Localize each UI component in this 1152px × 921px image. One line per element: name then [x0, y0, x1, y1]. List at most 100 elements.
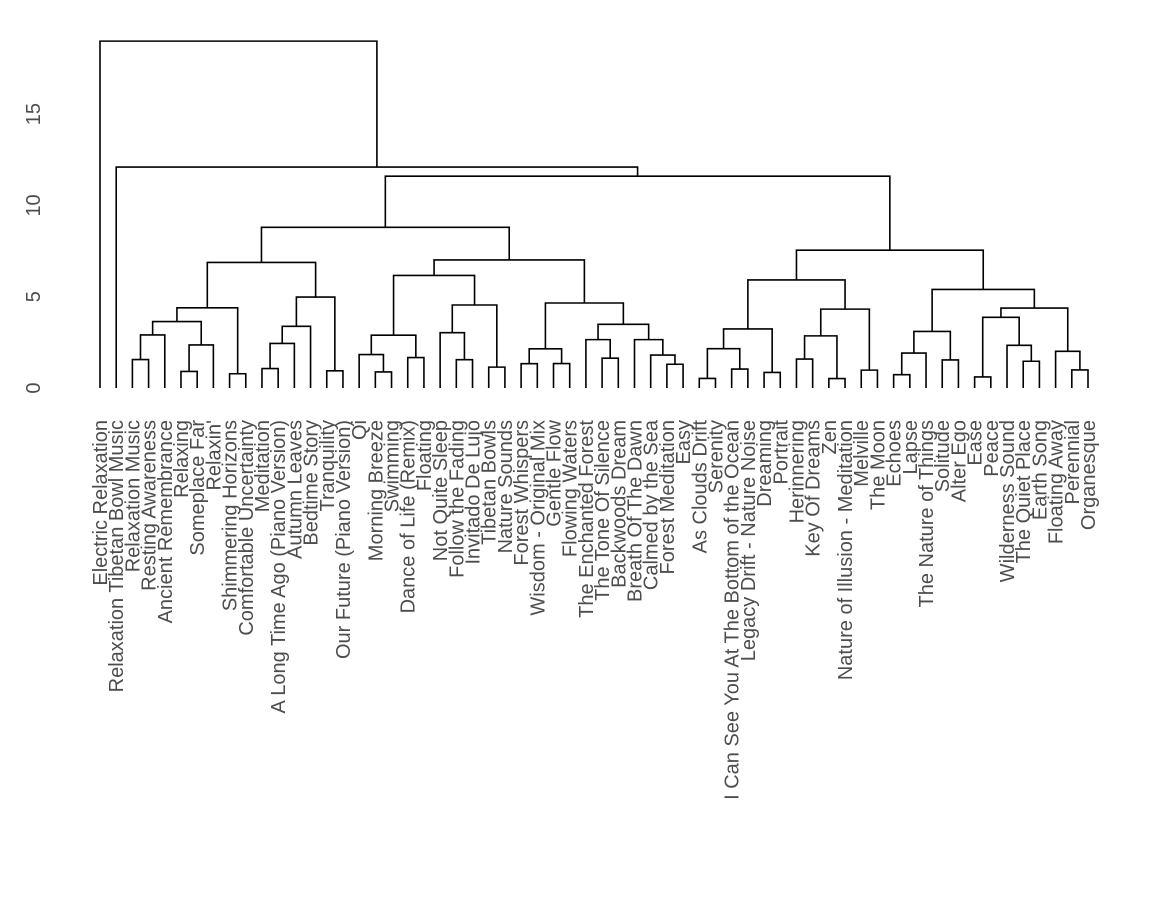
y-tick-label: 5 — [23, 291, 45, 302]
leaf-label: Flowing Waters — [560, 420, 582, 557]
y-tick-label: 10 — [23, 194, 45, 216]
leaf-label: The Enchanted Forest — [576, 420, 598, 618]
leaf-label: Melville — [851, 420, 873, 487]
leaf-label: Easy — [673, 420, 695, 464]
dendrogram-link — [358, 353, 385, 388]
dendrogram-link — [828, 377, 846, 388]
leaf-label: Breath Of The Dawn — [624, 420, 646, 602]
dendrogram-link — [795, 249, 985, 290]
dendrogram-link — [1054, 350, 1081, 388]
dendrogram-link — [295, 296, 336, 371]
dendrogram-link — [1071, 369, 1089, 388]
dendrogram-link — [487, 366, 506, 388]
leaf-label: The Tone Of Silence — [592, 420, 614, 601]
dendrogram-link — [260, 226, 511, 263]
y-tick-label: 0 — [23, 382, 45, 393]
dendrogram-link — [325, 370, 344, 388]
dendrogram-link — [520, 362, 539, 388]
leaf-label: Ease — [965, 420, 987, 466]
leaf-label: Legacy Drift - Nature Noise — [738, 420, 760, 661]
leaf-label: Zen — [819, 420, 841, 454]
dendrogram-link — [139, 334, 166, 388]
dendrogram-link — [931, 288, 1036, 332]
dendrogram-link — [269, 342, 296, 388]
leaf-label: Organesque — [1078, 420, 1100, 530]
dendrogram-links — [99, 40, 1089, 388]
dendrogram-link — [392, 274, 476, 336]
leaf-label: Wilderness Sound — [997, 420, 1019, 582]
leaf-label: Relaxation Tibetan Bowl Music — [106, 420, 128, 692]
dendrogram-link — [973, 376, 992, 388]
leaf-label: Peace — [981, 420, 1003, 477]
leaf-label: The Moon — [867, 420, 889, 510]
dendrogram-link — [188, 344, 215, 388]
dendrogram-link — [913, 330, 952, 360]
leaf-label: Alter Ego — [948, 420, 970, 502]
dendrogram-link — [228, 372, 247, 388]
leaf-label: Wisdom - Original Mix — [527, 420, 549, 616]
dendrogram-link — [176, 307, 239, 374]
leaf-label: Key Of Dreams — [803, 420, 825, 557]
leaf-label: Dreaming — [754, 420, 776, 507]
dendrogram-link — [585, 338, 611, 388]
leaf-label: Nature of Illusion - Meditation — [835, 420, 857, 680]
dendrogram-link — [1006, 344, 1033, 388]
leaf-label: Morning Breeze — [365, 420, 387, 561]
dendrogram-link — [261, 367, 279, 388]
leaf-label: Not Quite Sleep — [430, 420, 452, 561]
dendrogram-link — [370, 334, 417, 358]
dendrogram-link — [601, 357, 620, 388]
leaf-label: Serenity — [705, 420, 727, 493]
dendrogram-link — [747, 279, 846, 329]
leaf-label: Bedtime Story — [301, 420, 323, 546]
dendrogram-link — [860, 369, 879, 388]
leaf-label: Lapse — [900, 420, 922, 475]
leaf-label: Earth Song — [1029, 420, 1051, 520]
leaf-label: Shimmering Horizons — [220, 420, 242, 611]
leaf-label: Portrait — [770, 420, 792, 485]
dendrogram-link — [900, 352, 927, 388]
dendrogram-link — [552, 362, 571, 388]
leaf-label: As Clouds Drift — [689, 420, 711, 554]
leaf-label: Someplace Far — [187, 420, 209, 556]
dendrogram-link — [706, 347, 741, 379]
dendrogram-link — [406, 356, 425, 388]
leaf-label: Calmed by the Sea — [641, 419, 663, 590]
leaf-label: Relaxin' — [203, 420, 225, 491]
leaf-label: Our Future (Piano Version) — [333, 420, 355, 659]
dendrogram-link — [597, 323, 650, 340]
leaf-label: Echoes — [884, 420, 906, 487]
leaf-label: Relaxing — [171, 420, 193, 498]
leaf-label: Gentle Flow — [544, 419, 566, 526]
dendrogram-link — [99, 40, 378, 388]
leaf-label: Herinnering — [786, 420, 808, 523]
leaf-label: Swimming — [382, 420, 404, 512]
dendrogram-link — [803, 335, 838, 379]
leaf-label: Solitude — [932, 420, 954, 492]
leaf-label: Nature Sounds — [495, 420, 517, 553]
leaf-label: Tranquility — [317, 420, 339, 512]
dendrogram-link — [722, 328, 773, 373]
dendrogram-link — [666, 363, 684, 388]
leaf-label: Floating Away — [1046, 420, 1068, 544]
dendrogram-link — [1022, 360, 1041, 388]
dendrogram-link — [981, 316, 1020, 377]
leaf-label: I Can See You At The Bottom of the Ocean — [722, 420, 744, 800]
y-axis: 0 5 10 15 — [23, 103, 45, 394]
dendrogram-link — [433, 259, 586, 304]
leaf-label: Meditation — [252, 420, 274, 512]
leaf-label: Electric Relaxation — [90, 420, 112, 586]
leaf-label: Qi — [349, 420, 371, 440]
dendrogram-link — [131, 358, 150, 388]
dendrogram-link — [439, 331, 466, 388]
dendrogram-link — [698, 377, 717, 388]
leaf-label: Floating — [414, 420, 436, 491]
dendrogram-link — [151, 320, 203, 345]
leaf-label: Autumn Leaves — [284, 420, 306, 559]
dendrogram-link — [384, 175, 891, 251]
dendrogram-link — [451, 304, 498, 368]
leaf-label: Tibetan Bowls — [479, 420, 501, 545]
leaf-label: Perennial — [1062, 420, 1084, 505]
